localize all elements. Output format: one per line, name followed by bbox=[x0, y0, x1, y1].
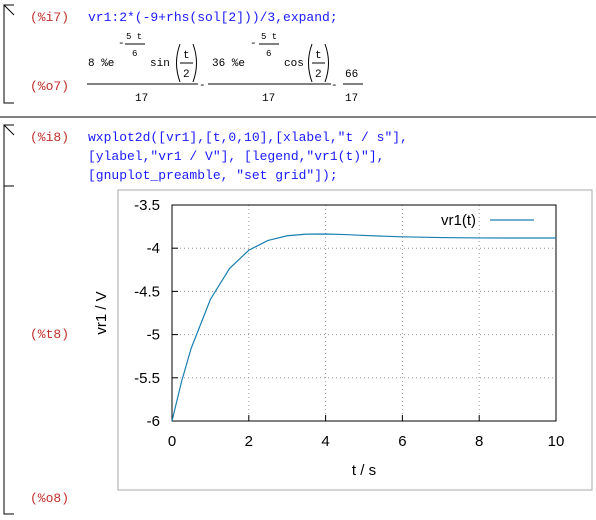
plot-frame bbox=[117, 189, 593, 491]
output-label: (%o7) bbox=[30, 79, 69, 94]
math-text: t bbox=[315, 50, 322, 62]
math-text: 36 %e bbox=[212, 58, 245, 70]
plot: -6 -5.5 -5 -4.5 -4 -3.5 0 2 4 6 8 10 t / s vr1 / V vr1… bbox=[93, 197, 564, 479]
math-text: 6 bbox=[266, 49, 271, 59]
x-tick-label: 10 bbox=[548, 433, 565, 450]
y-tick-label: -4.5 bbox=[134, 283, 160, 300]
paren bbox=[176, 43, 197, 83]
y-tick-label: -6 bbox=[147, 413, 160, 430]
math-text: 2 bbox=[183, 69, 190, 81]
cell-bracket[interactable] bbox=[3, 4, 14, 104]
x-axis-label: t / s bbox=[352, 462, 376, 479]
y-tick-label: -5 bbox=[147, 327, 160, 344]
math-text: 6 bbox=[132, 49, 137, 59]
input-label: (%i8) bbox=[30, 130, 69, 145]
input-code[interactable]: vr1:2*(-9+rhs(sol[2]))/3,expand; bbox=[88, 10, 338, 25]
math-text: 5 t bbox=[261, 32, 277, 42]
axes-box bbox=[171, 204, 557, 422]
math-text: 5 t bbox=[126, 32, 142, 42]
x-tick-label: 6 bbox=[398, 433, 406, 450]
input-code[interactable]: [gnuplot_preamble, "set grid"]); bbox=[88, 168, 338, 183]
x-tick-label: 0 bbox=[168, 433, 176, 450]
cell-bracket-mark bbox=[3, 4, 15, 16]
math-text: sin bbox=[150, 58, 170, 70]
cell-bracket[interactable] bbox=[3, 124, 14, 515]
math-text: 17 bbox=[345, 93, 358, 105]
legend-label: vr1(t) bbox=[441, 212, 476, 229]
math-text: - bbox=[331, 80, 338, 92]
math-text: 2 bbox=[315, 69, 322, 81]
data-line bbox=[171, 233, 556, 422]
output-math: 8 %e - 5 t 6 sin t 2 17 - 36 %e - 5 t 6 … bbox=[87, 32, 363, 105]
cell-bracket-mark bbox=[3, 124, 15, 136]
y-axis-label: vr1 / V bbox=[93, 291, 110, 334]
x-tick-label: 8 bbox=[475, 433, 483, 450]
output-label: (%t8) bbox=[30, 327, 69, 342]
output-label: (%o8) bbox=[30, 491, 69, 506]
x-tick-label: 4 bbox=[321, 433, 329, 450]
math-text: - bbox=[199, 80, 206, 92]
math-text: - bbox=[250, 38, 257, 50]
math-text: cos bbox=[284, 58, 304, 70]
y-tick-label: -4 bbox=[147, 240, 160, 257]
input-code[interactable]: [ylabel,"vr1 / V"], [legend,"vr1(t)"], bbox=[88, 149, 384, 164]
paren bbox=[308, 43, 329, 83]
y-tick-label: -3.5 bbox=[134, 197, 160, 214]
math-text: 8 %e bbox=[88, 58, 114, 70]
math-text: - bbox=[118, 38, 125, 50]
math-text: 17 bbox=[262, 93, 275, 105]
input-label: (%i7) bbox=[30, 10, 69, 25]
math-text: 66 bbox=[345, 69, 358, 81]
x-tick-label: 2 bbox=[245, 433, 253, 450]
math-text: 17 bbox=[135, 93, 148, 105]
math-text: t bbox=[183, 50, 190, 62]
input-code[interactable]: wxplot2d([vr1],[t,0,10],[xlabel,"t / s"]… bbox=[88, 130, 408, 145]
y-tick-label: -5.5 bbox=[134, 370, 160, 387]
